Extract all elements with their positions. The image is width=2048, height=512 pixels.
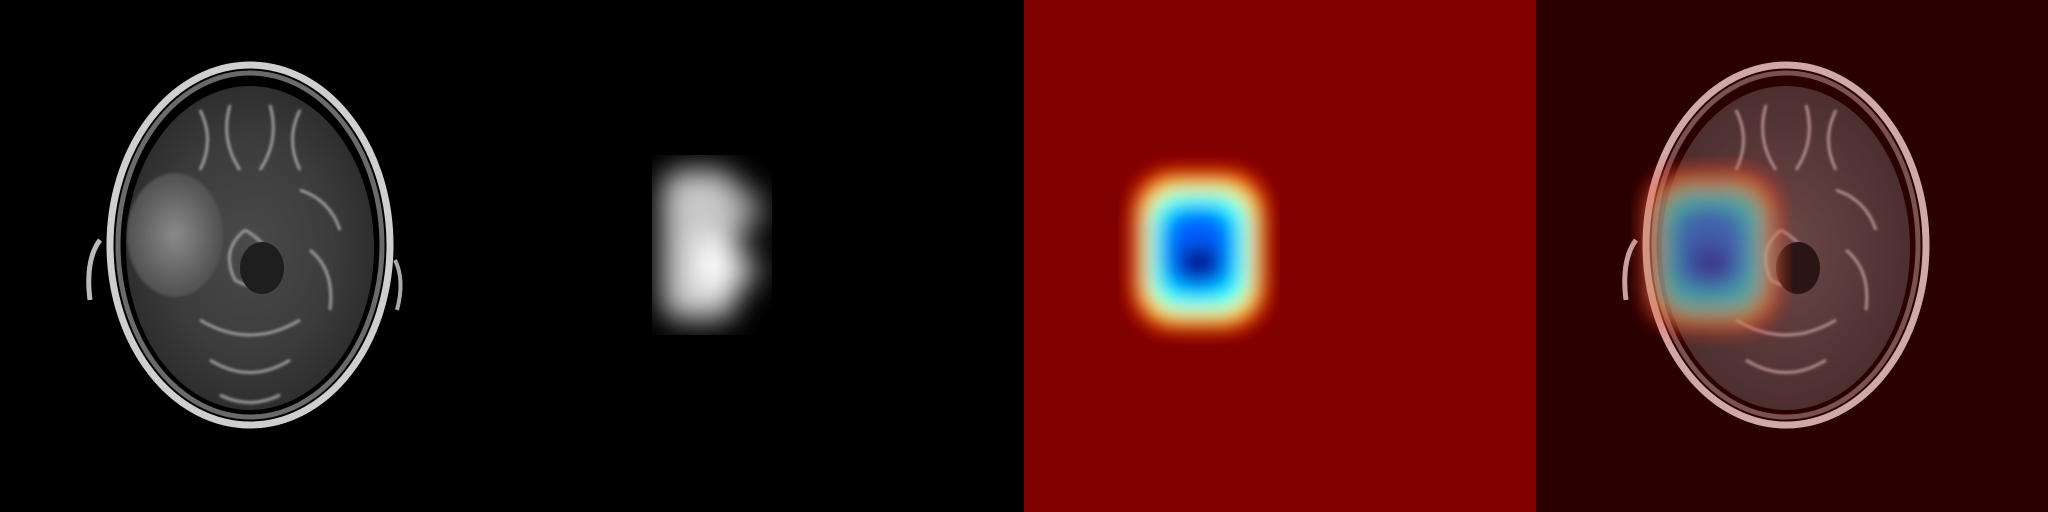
jet-activation-map [1024,0,1536,512]
jet-activation-panel [1024,0,1536,512]
mri-panel [0,0,512,512]
mri-image [0,0,512,512]
overlay-image [1536,0,2048,512]
overlay-panel [1536,0,2048,512]
grayscale-activation-map [512,0,1024,512]
grayscale-activation-panel [512,0,1024,512]
